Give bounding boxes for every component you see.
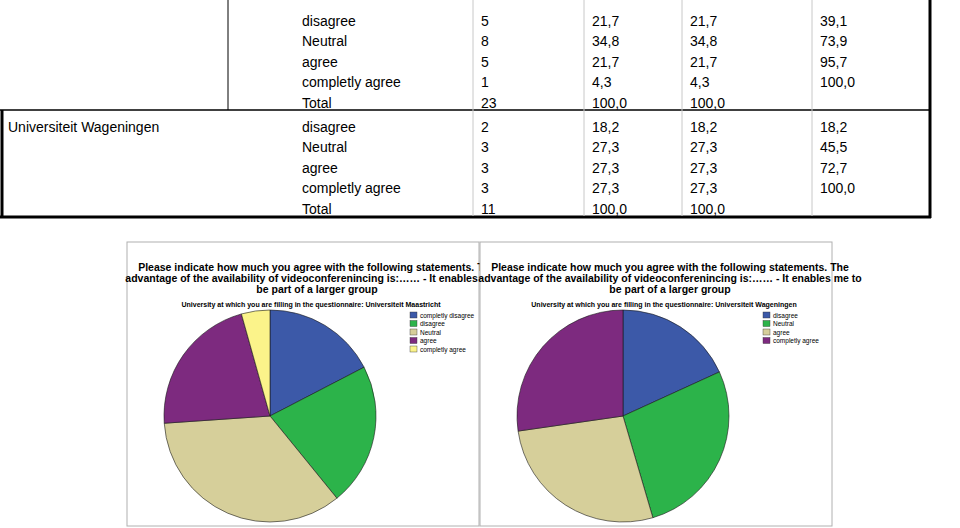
table-cell: 18,2 [820,119,847,135]
chart-subtitle: University at which you are filling in t… [531,301,796,309]
table-cell: 21,7 [690,54,717,70]
title-line: be part of a larger group [609,283,730,295]
table-cell: 100,0 [690,95,725,111]
legend-label: Neutral [420,329,442,336]
legend-swatch [410,329,417,335]
chart-frame [127,242,479,526]
legend: disagreeNeutral agreecompletly agree [763,312,819,346]
table-border [929,0,932,218]
page: disagree 5 21,7 21,7 39,1 Neutral 8 34,8 34,8 73,… [0,0,960,528]
table-cell: 1 [481,74,489,90]
pie-slice [164,416,337,522]
legend-swatch [410,338,417,344]
pie-chart: Please indicate how much you agree with … [478,242,861,526]
legend-label: completly agree [773,337,819,345]
table-cell: 21,7 [592,13,619,29]
table-col-line [584,0,585,216]
table-cell: 73,9 [820,33,847,49]
table-cell: 2 [481,119,489,135]
table-cell: completly agree [302,180,401,196]
table-cell: 100,0 [690,201,725,217]
legend-swatch [763,338,770,344]
table-cell: agree [302,54,338,70]
table-cell: 27,3 [592,139,619,155]
table-cell: 27,3 [690,160,717,176]
legend-label: completly agree [420,346,466,354]
chart-frame [480,242,832,526]
table-col-line [812,0,813,216]
table-cell: Neutral [302,139,347,155]
table-cell: 27,3 [592,180,619,196]
table-border [1,110,4,218]
table-cell: 95,7 [820,54,847,70]
chart-subtitle: University at which you are filling in t… [181,301,441,309]
table-cell: completly agree [302,74,401,90]
legend-swatch [763,312,770,318]
group-label: Universiteit Wageningen [8,119,159,135]
table-cell: 27,3 [690,139,717,155]
pie-slice [241,310,270,416]
table-cell: 3 [481,160,489,176]
legend-swatch [763,329,770,335]
table-cell: 100,0 [592,201,627,217]
table-cell: disagree [302,119,356,135]
legend-label: Neutral [773,320,795,327]
table-col-line [473,0,474,216]
legend-label: disagree [420,320,445,328]
table-cell: 100,0 [820,74,855,90]
table-cell: 18,2 [592,119,619,135]
table-cell: 34,8 [690,33,717,49]
table-cell: 21,7 [592,54,619,70]
table-cell: Total [302,201,332,217]
table-cell: Neutral [302,33,347,49]
table-border [0,216,931,219]
legend-label: agree [420,337,437,345]
pie-slice [518,416,653,522]
legend-label: disagree [773,312,798,320]
table-cell: Total [302,95,332,111]
table-cell: 45,5 [820,139,847,155]
table-cell: 72,7 [820,160,847,176]
table-cell: disagree [302,13,356,29]
table-cell: 8 [481,33,489,49]
table-cell: 3 [481,180,489,196]
table-line [228,0,229,110]
legend-label: agree [773,329,790,337]
legend-swatch [410,312,417,318]
table-cell: 4,3 [690,74,710,90]
table-cell: agree [302,160,338,176]
table-cell: 34,8 [592,33,619,49]
table-cell: 27,3 [690,180,717,196]
table-cell: 4,3 [592,74,612,90]
table: disagree 5 21,7 21,7 39,1 Neutral 8 34,8 34,8 73,… [0,0,931,218]
table-cell: 100,0 [820,180,855,196]
table-cell: 39,1 [820,13,847,29]
table-cell: 27,3 [592,160,619,176]
table-cell: 100,0 [592,95,627,111]
chart-title: Please indicate how much you agree with … [478,261,861,295]
pie-chart: Please indicate how much you agree with … [125,242,508,526]
table-cell: 23 [481,95,497,111]
table-cell: 21,7 [690,13,717,29]
table-cell: 3 [481,139,489,155]
table-cell: 5 [481,13,489,29]
table-col-line [682,0,683,216]
title-line: be part of a larger group [256,283,377,295]
table-cell: 5 [481,54,489,70]
pie-slice [517,310,623,431]
table-cell: 11 [481,201,496,217]
legend-swatch [410,321,417,327]
table-cell: 18,2 [690,119,717,135]
legend-label: completly disagree [420,312,475,320]
table-line [0,109,931,111]
chart-title: Please indicate how much you agree with … [125,261,508,295]
legend-swatch [410,346,417,352]
legend-swatch [763,321,770,327]
legend: completly disagreedisagreeNeutralagreeco… [410,312,475,354]
